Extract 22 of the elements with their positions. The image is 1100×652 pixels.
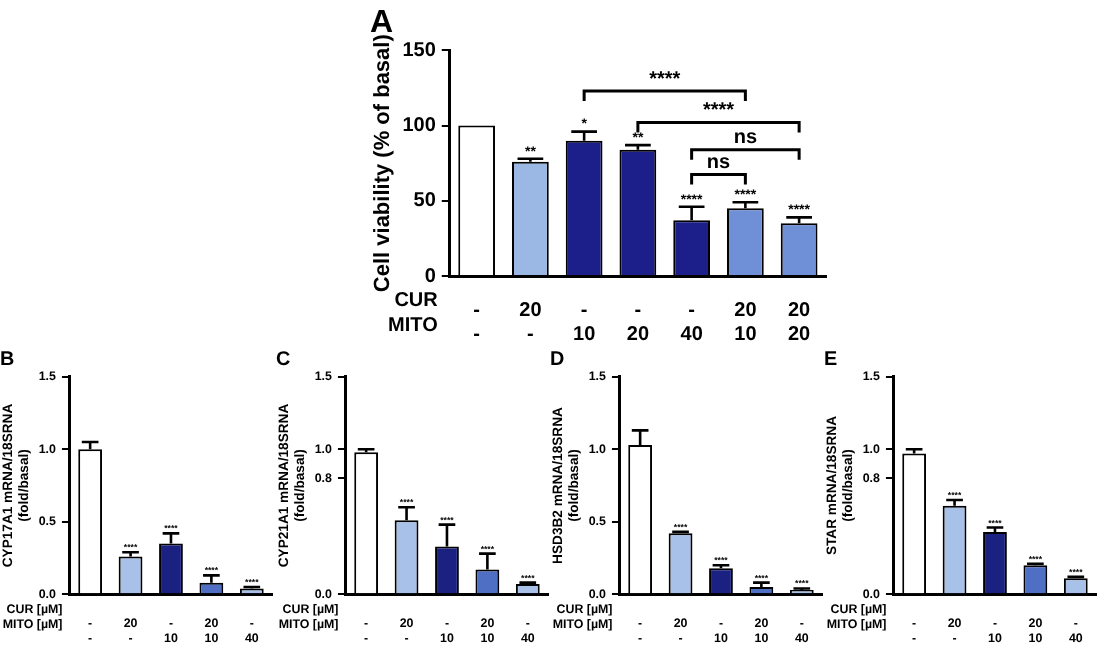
- x-tick-label: - -: [473, 299, 480, 346]
- annotation: ns: [706, 151, 732, 174]
- annotation: ns: [733, 127, 758, 150]
- annotation: ****: [702, 100, 735, 123]
- chart-title: D: [550, 349, 565, 372]
- x-tick-label: 20 10: [734, 299, 758, 346]
- y-axis-title: Cell viability (% of basal): [371, 33, 396, 293]
- y-tick-label: 100: [402, 115, 437, 138]
- chart-title: C: [276, 349, 291, 372]
- x-tick-label: - 10: [573, 299, 597, 346]
- text: MITO: [388, 315, 439, 337]
- annotation: ****: [649, 68, 681, 91]
- chart-title: B: [0, 349, 15, 372]
- y-tick-label: 0: [424, 265, 437, 288]
- text: CUR: [394, 290, 440, 312]
- y-tick-label: 150: [402, 39, 437, 62]
- x-tick-label: - 40: [680, 299, 704, 346]
- y-tick-label: 50: [413, 190, 437, 213]
- x-tick-label: - 20: [626, 299, 650, 346]
- x-tick-label: 20 20: [788, 299, 812, 346]
- chart-title: E: [824, 349, 838, 372]
- x-tick-label: 20 -: [519, 299, 543, 346]
